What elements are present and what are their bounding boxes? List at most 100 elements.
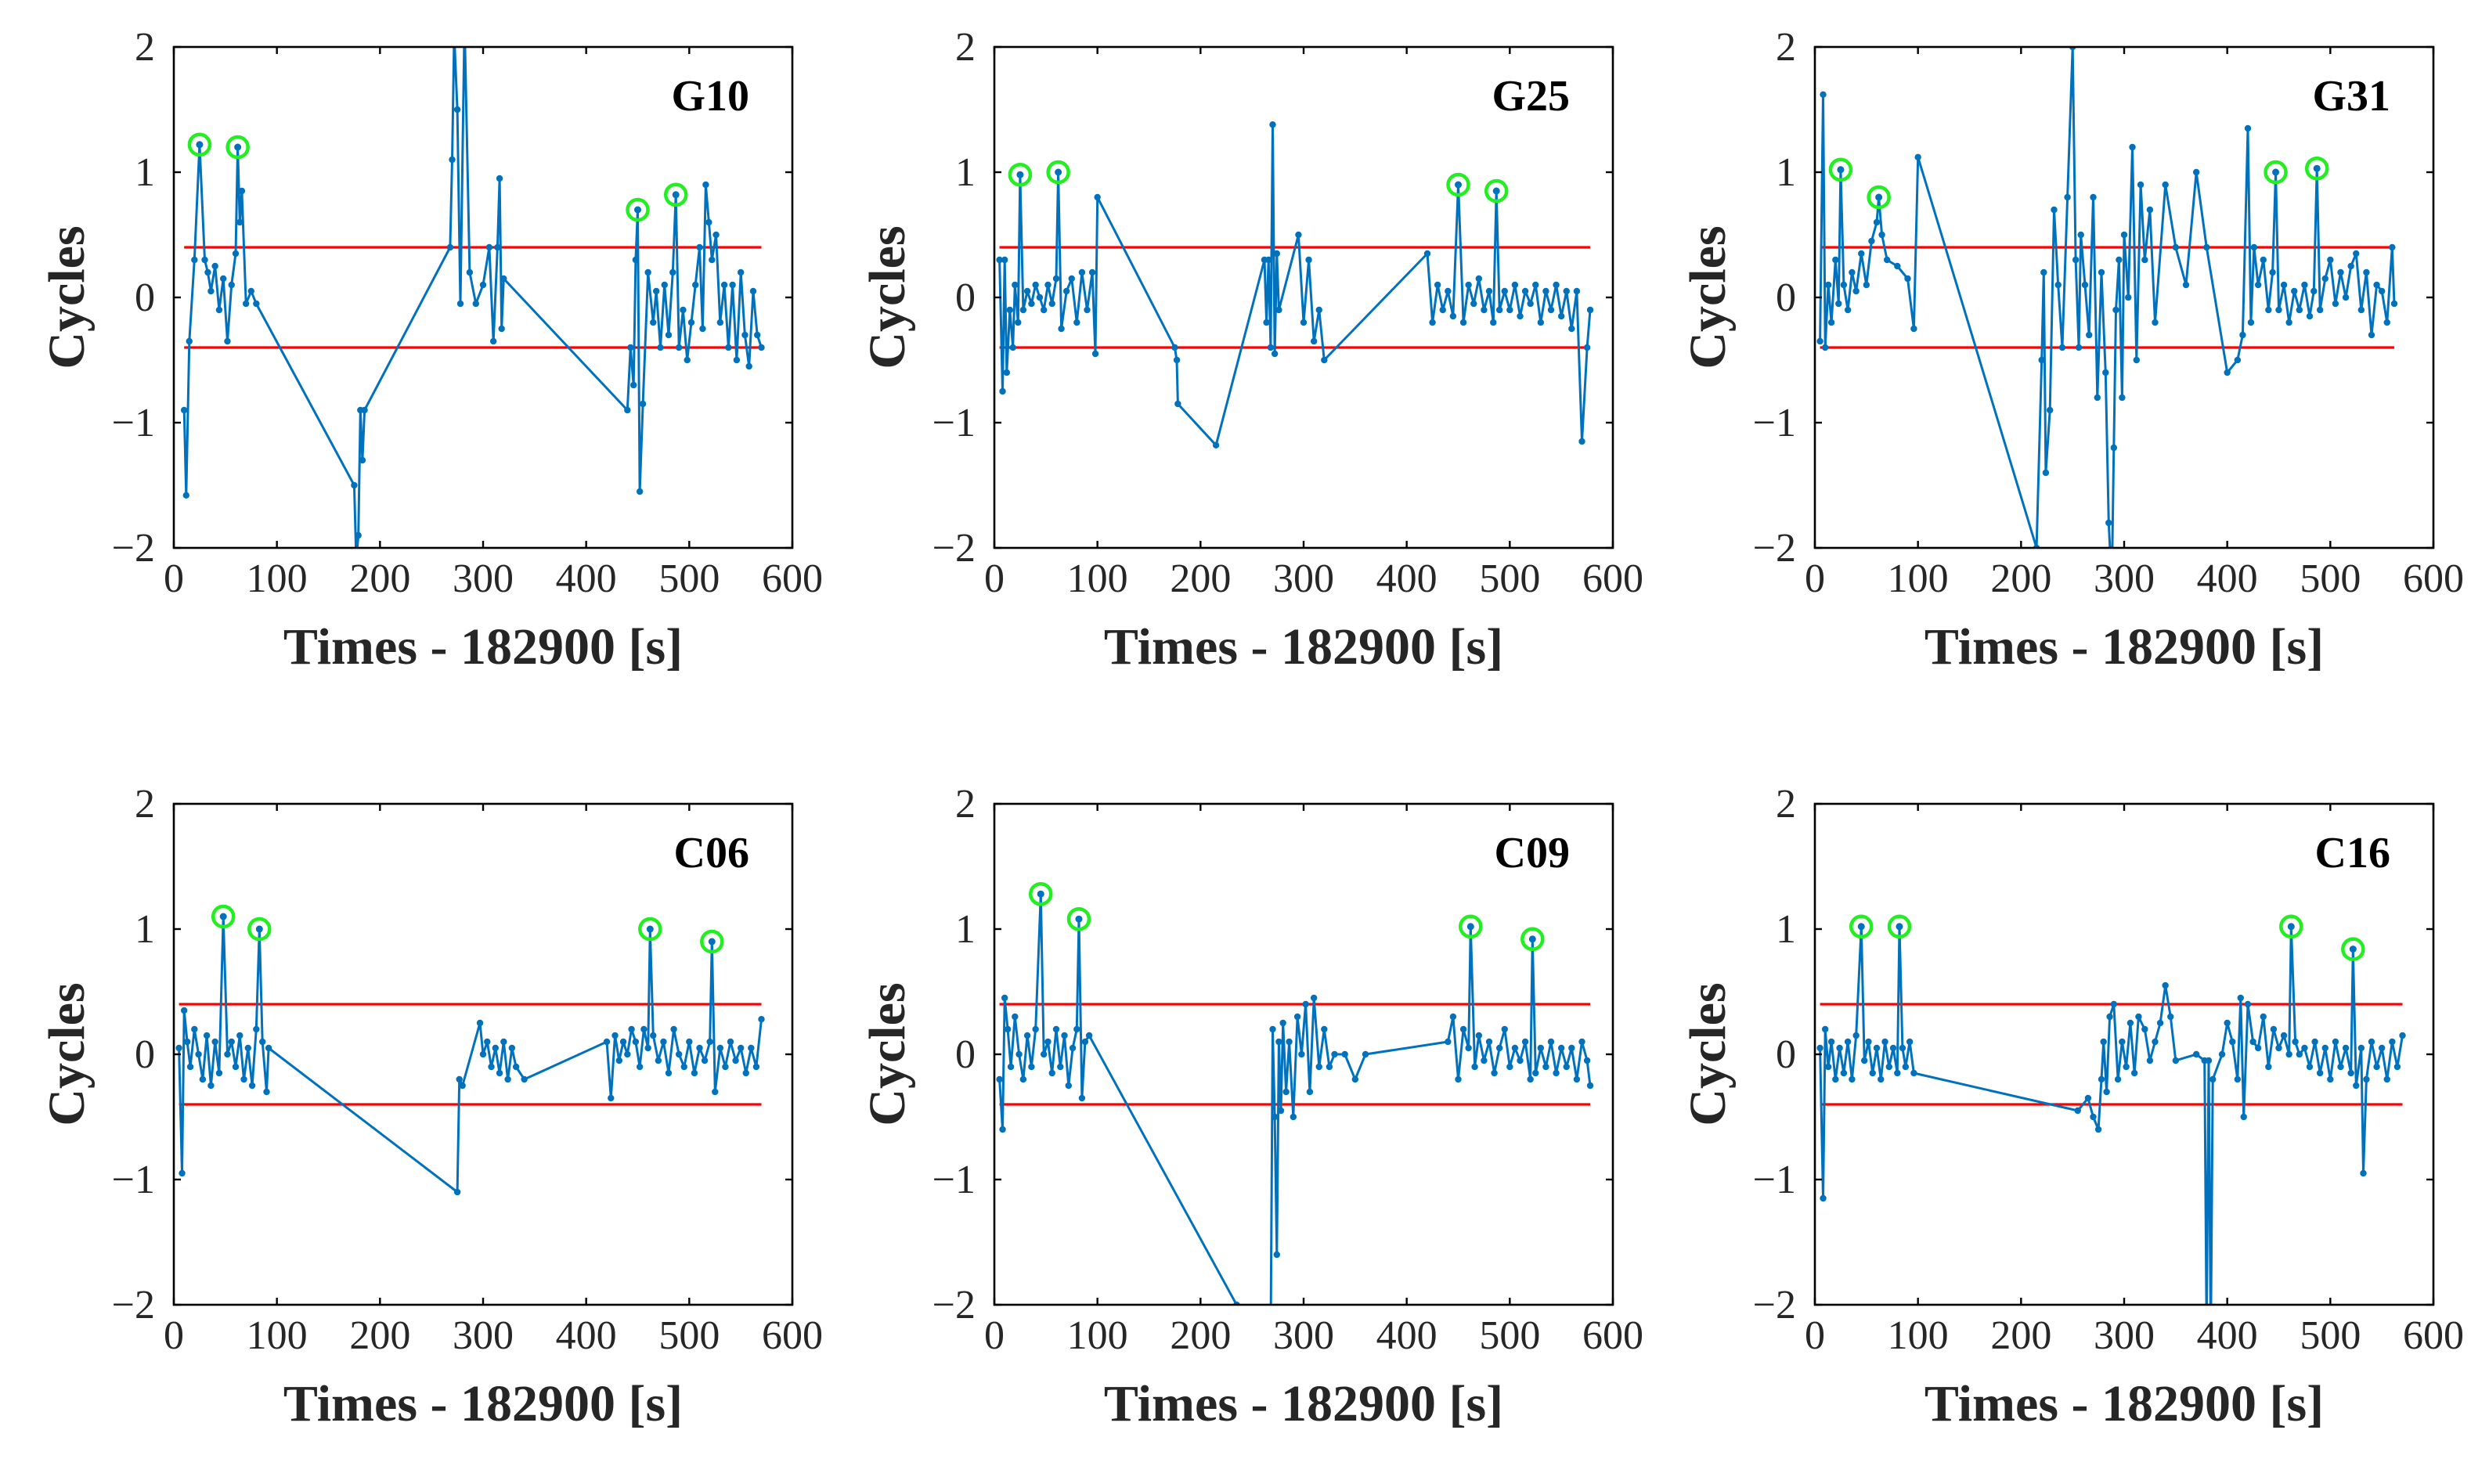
data-point [1094,193,1101,201]
data-point [2347,262,2354,270]
series-line [998,123,1592,447]
data-point [453,1188,461,1196]
highlight-point [1037,890,1044,898]
data-point [999,1126,1006,1133]
highlight-marker [1484,178,1509,204]
data-point [1573,1075,1581,1083]
data-point [175,1044,182,1052]
y-tick-label: 2 [1776,782,1796,827]
y-tick-label: 1 [135,150,155,195]
data-point [611,1032,619,1039]
data-point [1032,1025,1039,1033]
data-point [1310,994,1318,1002]
data-point [247,287,254,295]
data-point [615,1057,622,1064]
highlight-point [1837,166,1845,174]
data-point [2260,256,2267,264]
data-point [2146,206,2154,214]
y-tick-label: 1 [1776,907,1796,952]
x-tick-label: 200 [349,556,410,601]
x-tick-label: 600 [762,556,823,601]
data-point [2275,306,2282,314]
highlight-point [234,143,242,151]
data-point [224,337,231,345]
data-point [1012,1013,1019,1021]
data-point [1878,1075,1885,1083]
data-point [1816,337,1823,345]
data-point [720,281,728,289]
data-point [1455,1075,1462,1083]
data-point [665,331,673,339]
data-point [2152,319,2159,326]
series-line [178,915,763,1194]
panel-c09: 0 100 200 300 400 500 600 −2 −1 0 1 2 C09 Times - 182… [859,782,1643,1432]
data-point [1840,1069,1848,1077]
x-tick-label: 200 [1990,556,2051,601]
data-point [2105,519,2112,527]
data-point [1423,250,1431,258]
y-tick-label: 2 [955,25,976,70]
data-point [182,492,189,499]
data-point [1302,1000,1309,1008]
data-point [504,1075,511,1083]
y-tick-label: 0 [955,1032,976,1077]
data-point [2047,406,2054,414]
data-point [1267,344,1275,351]
data-point [684,356,691,364]
data-point [2378,287,2386,295]
data-point [253,300,260,308]
x-tick-label: 100 [1067,1313,1128,1358]
data-point [1362,1050,1369,1058]
highlight-point [2313,164,2321,172]
data-point [2156,1019,2164,1027]
data-point [248,1082,256,1090]
data-point [2291,287,2298,295]
data-point [716,319,724,326]
data-point [1321,1025,1328,1033]
data-point [758,344,765,351]
data-point [699,325,706,333]
y-tick-label: 2 [135,782,155,827]
highlight-marker [1520,927,1545,952]
data-point [1481,306,1488,314]
data-point [2167,1013,2174,1021]
data-point [670,1025,677,1033]
data-point [1173,356,1181,364]
y-axis-label: Cycles [1679,982,1737,1126]
data-point [2347,1069,2354,1077]
x-axis-label: Times - 182900 [s] [283,618,683,675]
data-point [1506,1063,1513,1071]
data-point [1273,1251,1280,1259]
data-point [228,1038,235,1046]
panel-c06: 0 100 200 300 400 500 600 −2 −1 0 1 2 C06 Times - 182… [38,782,823,1432]
data-point [204,268,211,276]
y-tick-label: −2 [932,526,976,571]
data-point [236,218,243,226]
data-point [1061,1032,1068,1039]
data-point [749,287,757,295]
data-point [466,268,474,276]
data-point [1517,312,1524,320]
data-point [636,488,644,495]
data-point [2316,1069,2324,1077]
y-tick-label: 0 [1776,1032,1796,1077]
x-tick-label: 400 [1376,1313,1437,1358]
data-point [2360,1169,2367,1177]
data-point [725,344,732,351]
data-point [236,1032,243,1039]
data-point [655,1057,662,1064]
highlight-marker [2279,914,2303,939]
data-point [1295,231,1302,239]
x-tick-label: 300 [2094,556,2155,601]
data-point [1865,1038,1872,1046]
highlight-marker [1887,914,1912,939]
data-point [2285,319,2292,326]
highlight-point [2287,923,2295,931]
data-point [2042,469,2050,477]
data-point [692,281,699,289]
data-point [1275,1038,1282,1046]
data-point [351,481,358,489]
data-point [1568,1044,1575,1052]
data-point [1899,1044,1906,1052]
data-point [1058,325,1065,333]
